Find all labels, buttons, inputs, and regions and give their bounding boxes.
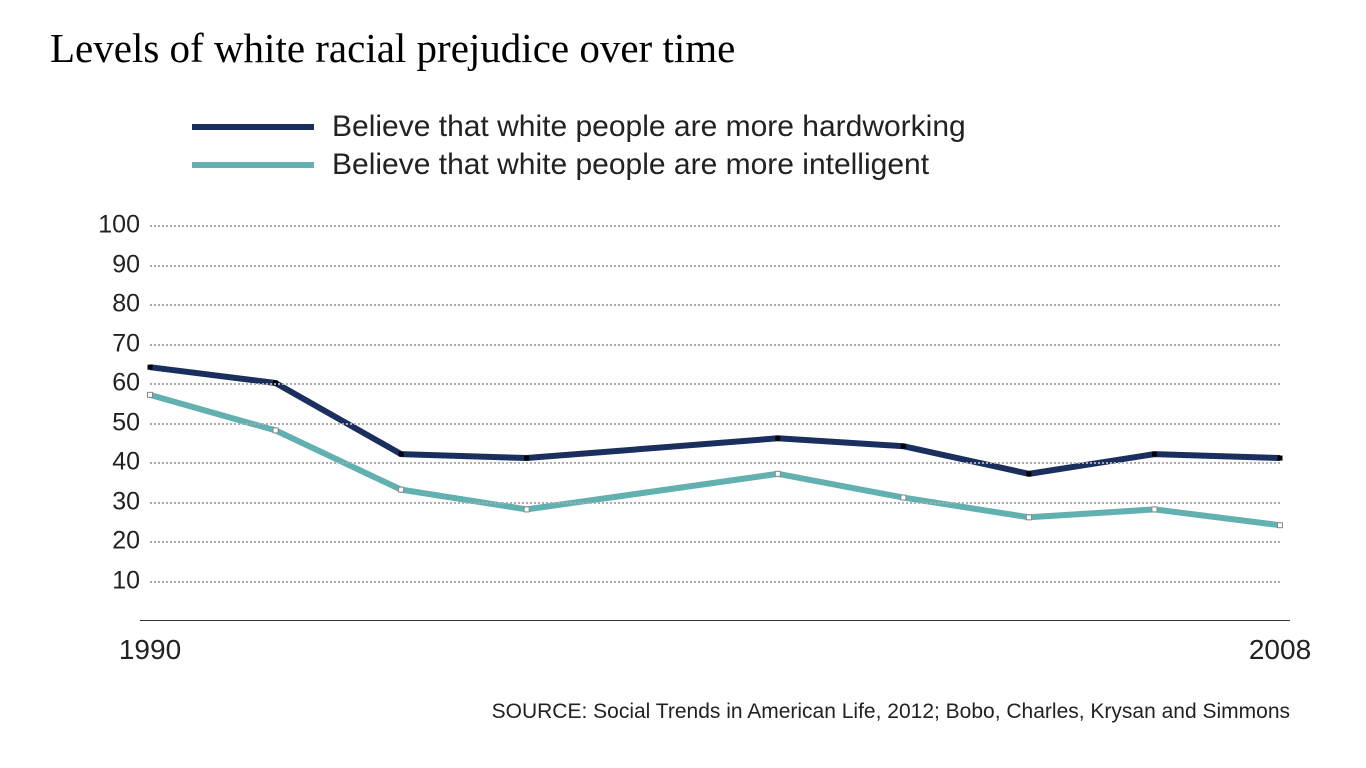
gridline xyxy=(150,462,1280,464)
series-marker-intelligent xyxy=(1278,523,1283,528)
gridline xyxy=(150,423,1280,425)
y-tick-label: 10 xyxy=(80,566,140,595)
series-marker-hardworking xyxy=(901,444,906,449)
y-tick-label: 100 xyxy=(80,211,140,240)
y-tick-label: 20 xyxy=(80,527,140,556)
series-marker-intelligent xyxy=(901,495,906,500)
legend-label: Believe that white people are more hardw… xyxy=(332,110,966,144)
series-marker-hardworking xyxy=(1278,456,1283,461)
legend-swatch xyxy=(192,124,314,130)
y-tick-label: 60 xyxy=(80,369,140,398)
gridline xyxy=(150,502,1280,504)
legend-item-hardworking: Believe that white people are more hardw… xyxy=(192,110,966,144)
gridline xyxy=(150,304,1280,306)
y-tick-label: 30 xyxy=(80,487,140,516)
x-tick-label: 2008 xyxy=(1249,634,1311,666)
series-marker-intelligent xyxy=(399,487,404,492)
series-marker-hardworking xyxy=(775,436,780,441)
series-marker-intelligent xyxy=(1152,507,1157,512)
y-tick-label: 40 xyxy=(80,448,140,477)
y-tick-label: 80 xyxy=(80,290,140,319)
legend-swatch xyxy=(192,162,314,168)
gridline xyxy=(150,383,1280,385)
series-marker-hardworking xyxy=(399,452,404,457)
series-marker-intelligent xyxy=(775,471,780,476)
gridline xyxy=(150,344,1280,346)
gridline xyxy=(150,265,1280,267)
series-marker-intelligent xyxy=(273,428,278,433)
series-marker-intelligent xyxy=(148,392,153,397)
gridline xyxy=(150,541,1280,543)
y-tick-label: 90 xyxy=(80,250,140,279)
series-marker-intelligent xyxy=(1026,515,1031,520)
chart-plot-area: 10203040506070809010019902008 xyxy=(150,225,1280,620)
x-axis-line xyxy=(140,620,1290,621)
chart-legend: Believe that white people are more hardw… xyxy=(192,110,966,182)
series-marker-hardworking xyxy=(1026,471,1031,476)
chart-title: Levels of white racial prejudice over ti… xyxy=(50,24,735,72)
legend-item-intelligent: Believe that white people are more intel… xyxy=(192,148,966,182)
chart-source: SOURCE: Social Trends in American Life, … xyxy=(0,700,1290,724)
series-marker-hardworking xyxy=(148,365,153,370)
y-tick-label: 70 xyxy=(80,329,140,358)
gridline xyxy=(150,581,1280,583)
series-marker-hardworking xyxy=(1152,452,1157,457)
series-marker-hardworking xyxy=(524,456,529,461)
gridline xyxy=(150,225,1280,227)
y-tick-label: 50 xyxy=(80,408,140,437)
x-tick-label: 1990 xyxy=(119,634,181,666)
legend-label: Believe that white people are more intel… xyxy=(332,148,929,182)
series-marker-intelligent xyxy=(524,507,529,512)
